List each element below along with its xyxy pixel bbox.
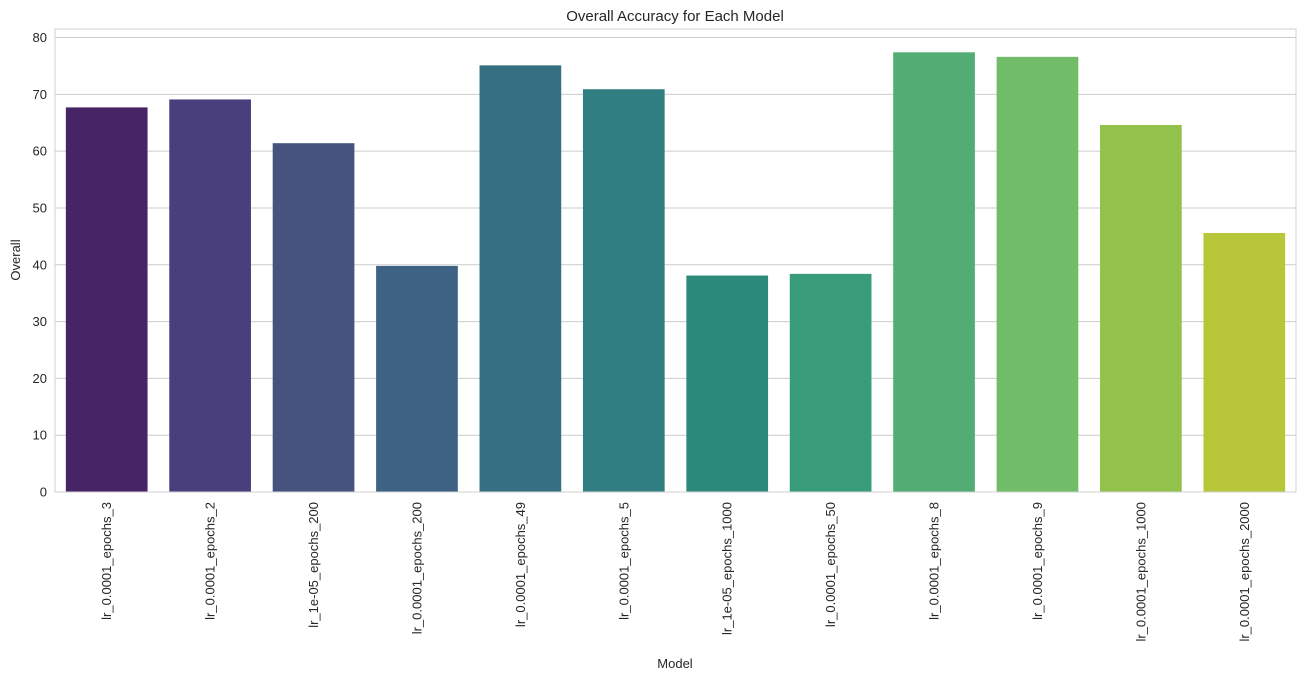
x-tick-label: lr_0.0001_epochs_1000 xyxy=(1133,502,1148,642)
y-tick-label: 0 xyxy=(40,485,47,500)
bar xyxy=(686,275,769,492)
bar xyxy=(479,65,562,493)
y-tick-labels: 0 10 20 30 40 50 60 70 80 xyxy=(33,30,47,499)
plot-frame xyxy=(54,28,1297,493)
x-tick-labels: lr_0.0001_epochs_3 lr_0.0001_epochs_2 lr_1… xyxy=(99,502,1252,642)
bar xyxy=(893,52,975,492)
bar xyxy=(996,56,1079,492)
bar xyxy=(582,89,665,492)
y-tick-label: 50 xyxy=(33,200,47,215)
x-tick-label: lr_0.0001_epochs_8 xyxy=(927,502,942,620)
bar xyxy=(789,273,872,492)
bar xyxy=(65,107,148,492)
x-tick-label: lr_0.0001_epochs_49 xyxy=(513,502,528,627)
y-tick-label: 30 xyxy=(33,314,47,329)
bar xyxy=(1203,232,1286,492)
bar xyxy=(1100,125,1182,492)
x-tick-label: lr_0.0001_epochs_2 xyxy=(203,502,218,620)
bar xyxy=(376,265,458,492)
bars xyxy=(65,52,1286,493)
gridlines xyxy=(55,37,1296,493)
y-tick-label: 40 xyxy=(33,257,47,272)
x-tick-label: lr_0.0001_epochs_5 xyxy=(616,502,631,620)
x-tick-label: lr_0.0001_epochs_200 xyxy=(409,502,424,634)
y-tick-label: 10 xyxy=(33,428,47,443)
x-tick-label: lr_0.0001_epochs_9 xyxy=(1030,502,1045,620)
bar xyxy=(169,99,251,493)
x-tick-label: lr_0.0001_epochs_3 xyxy=(99,502,114,620)
x-tick-label: lr_1e-05_epochs_200 xyxy=(306,502,321,628)
x-tick-label: lr_0.0001_epochs_50 xyxy=(823,502,838,627)
y-axis-title: Overall xyxy=(8,239,23,280)
y-tick-label: 70 xyxy=(33,87,47,102)
x-axis-title: Model xyxy=(657,656,693,671)
y-tick-label: 80 xyxy=(33,30,47,45)
x-tick-label: lr_0.0001_epochs_2000 xyxy=(1237,502,1252,642)
x-tick-label: lr_1e-05_epochs_1000 xyxy=(720,502,735,635)
chart-title: Overall Accuracy for Each Model xyxy=(566,8,784,25)
bar xyxy=(272,143,355,492)
y-tick-label: 60 xyxy=(33,144,47,159)
y-tick-label: 20 xyxy=(33,371,47,386)
